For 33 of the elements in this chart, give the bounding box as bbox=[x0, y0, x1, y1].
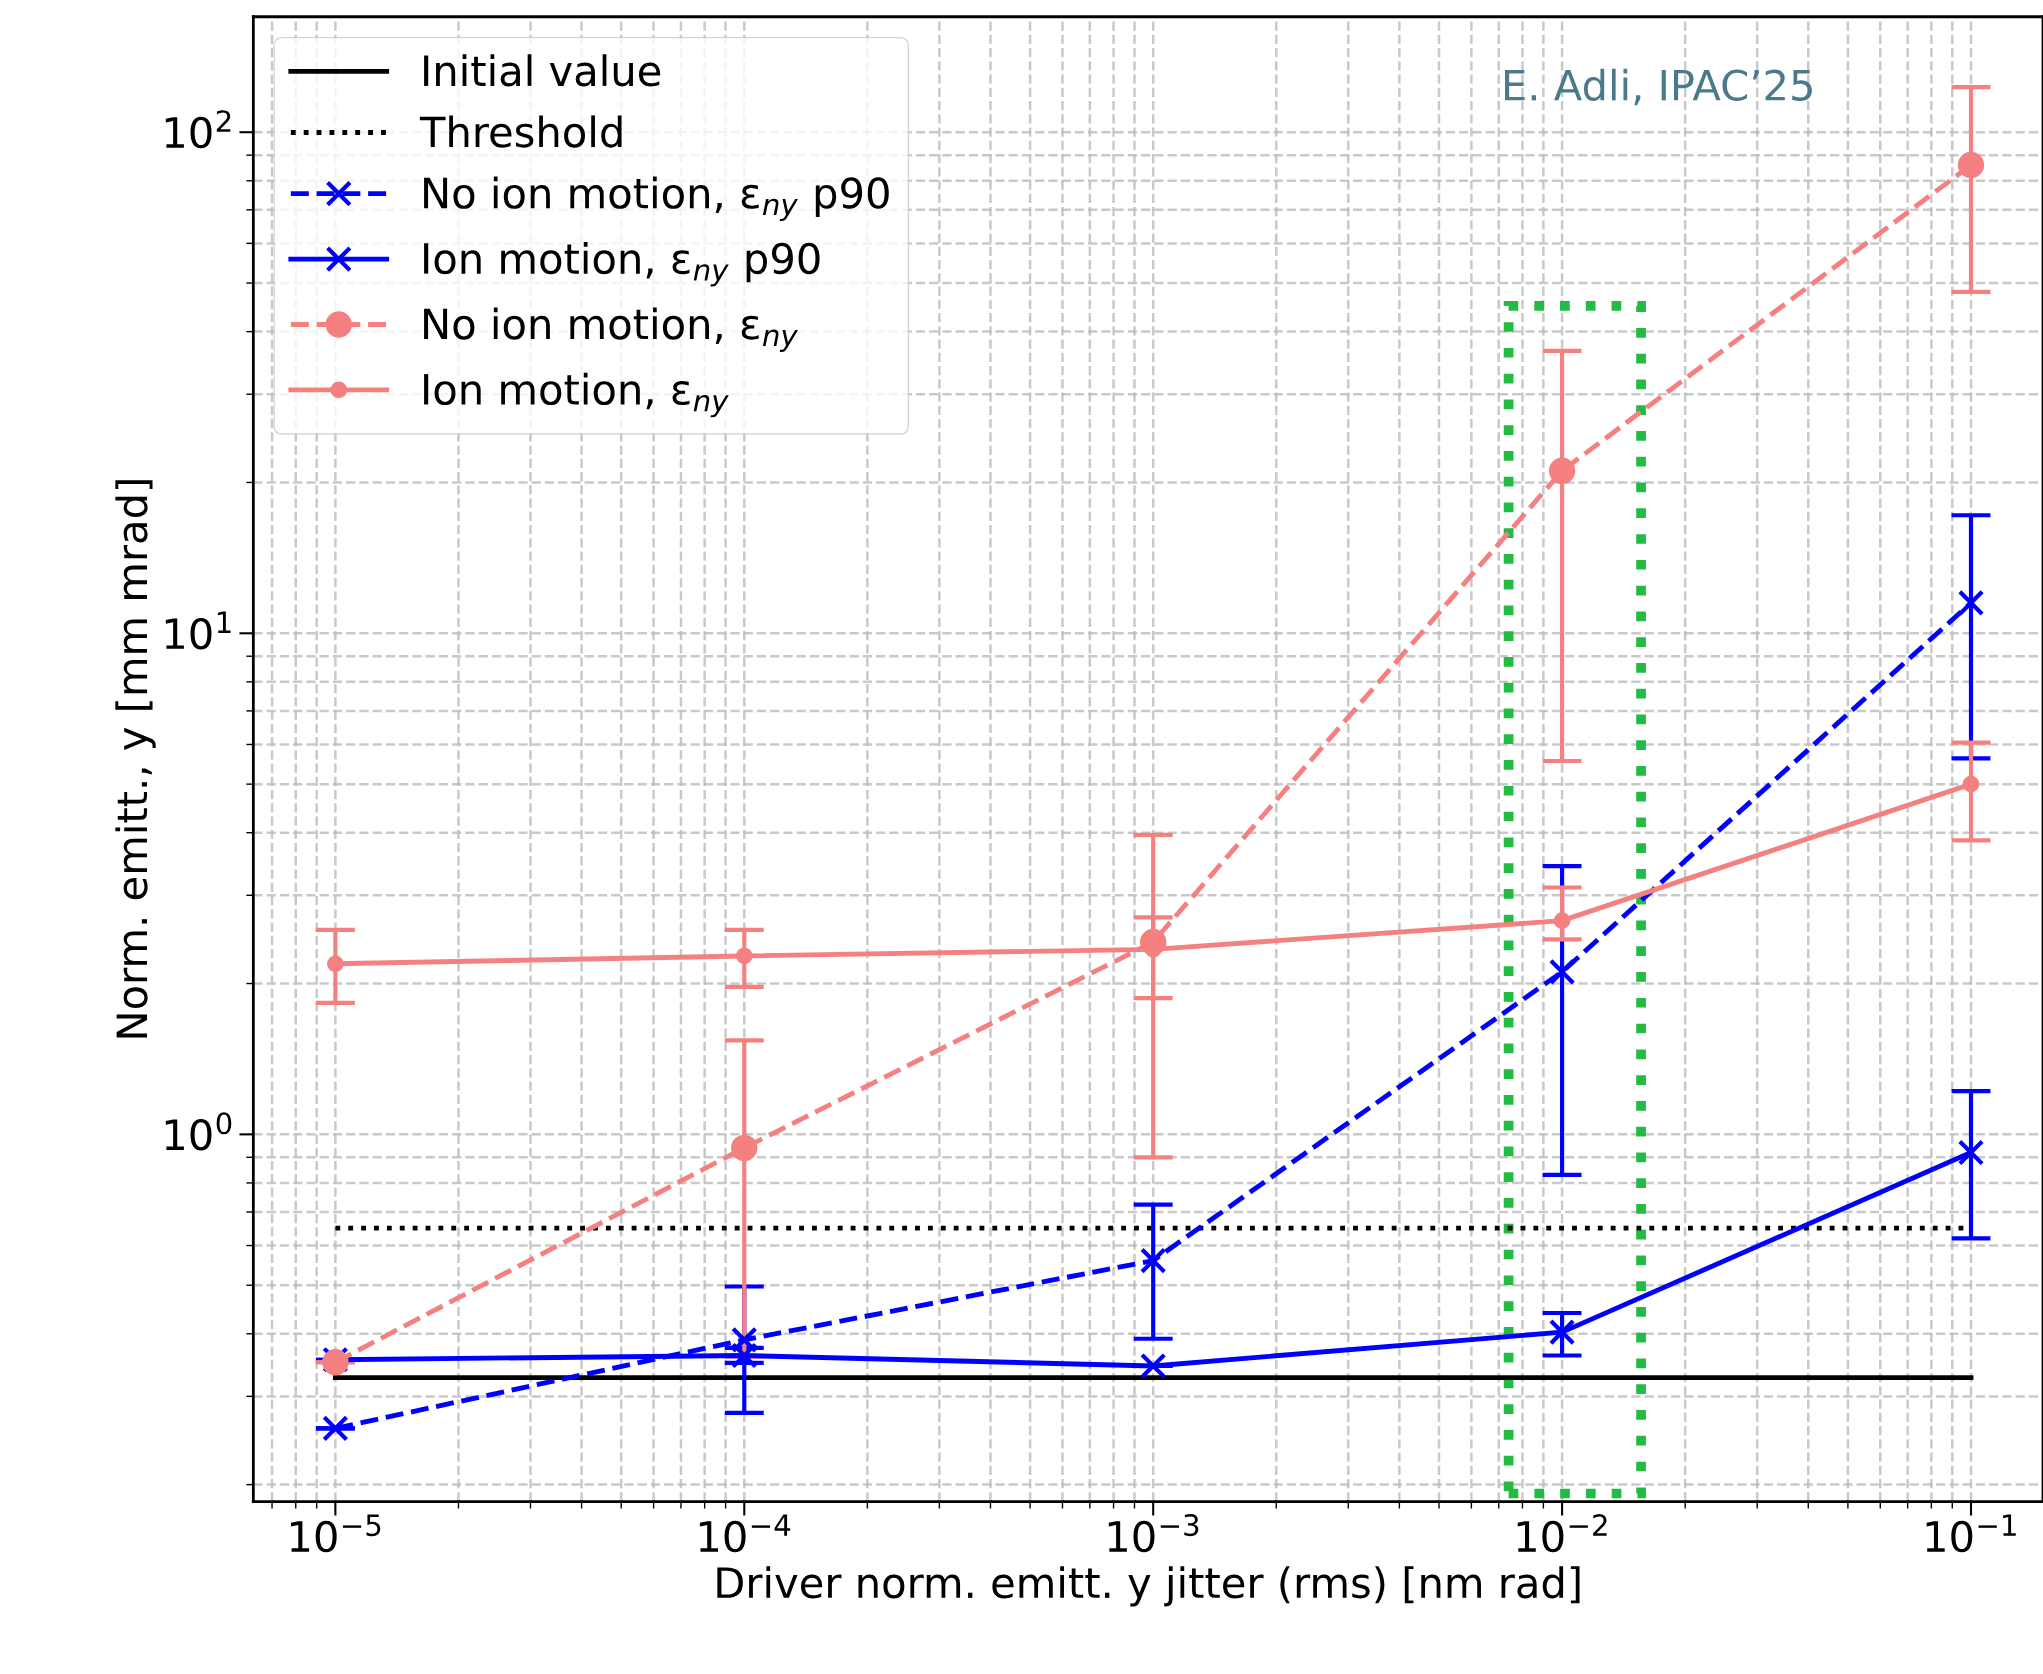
x-tick-label: 10$^{−3}$ bbox=[1108, 1514, 1199, 1553]
annotation: E. Adli, IPAC’25 bbox=[1505, 68, 1812, 106]
point bbox=[731, 1326, 758, 1354]
legend-label: Ion motion, ε$_{ny}$ p90 bbox=[424, 241, 820, 287]
point bbox=[735, 947, 753, 965]
legend-label: No ion motion, ε$_{ny}$ bbox=[424, 307, 798, 352]
point bbox=[1139, 1352, 1167, 1380]
point bbox=[731, 1342, 758, 1369]
x-tick-label: 10$^{−2}$ bbox=[1517, 1514, 1607, 1553]
legend-label: Threshold bbox=[419, 115, 622, 148]
x-tick-label: 10$^{−1}$ bbox=[1926, 1514, 2016, 1553]
y-tick-label: 10$^{1}$ bbox=[165, 611, 231, 650]
y-axis-title: Norm. emitt., y [mm mrad] bbox=[115, 480, 156, 1038]
point bbox=[1548, 1318, 1576, 1346]
y-tick-label: 10$^{0}$ bbox=[165, 1112, 232, 1151]
point bbox=[1957, 151, 1985, 179]
point bbox=[731, 1134, 758, 1162]
legend-label: Initial value bbox=[424, 54, 661, 87]
point bbox=[327, 955, 344, 973]
point bbox=[1957, 589, 1985, 617]
point bbox=[1957, 1139, 1985, 1166]
x-tick-label: 10$^{−5}$ bbox=[291, 1514, 381, 1553]
legend-label: Ion motion, ε$_{ny}$ bbox=[424, 372, 729, 418]
point bbox=[1962, 775, 1980, 793]
legend-label: No ion motion, ε$_{ny}$ p90 bbox=[424, 176, 889, 222]
x-axis-title: Driver norm. emitt. y jitter (rms) [nm rad] bbox=[717, 1566, 1580, 1607]
point bbox=[322, 1415, 349, 1442]
point bbox=[1139, 1247, 1167, 1274]
y-tick-label: 10$^{2}$ bbox=[165, 110, 231, 149]
x-tick-label: 10$^{−4}$ bbox=[699, 1514, 791, 1553]
point bbox=[1553, 912, 1571, 929]
point bbox=[1548, 457, 1576, 484]
point bbox=[1548, 958, 1576, 986]
